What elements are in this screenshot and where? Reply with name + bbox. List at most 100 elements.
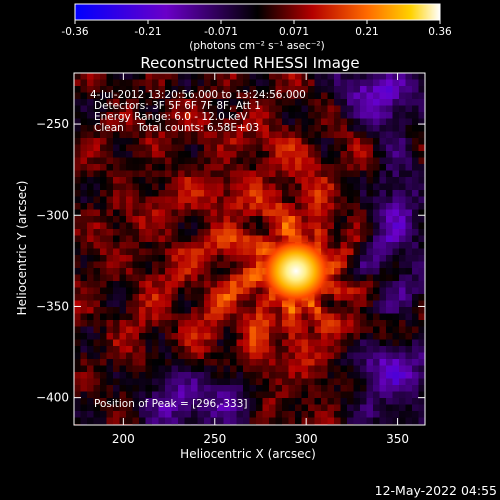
- heatmap-cell: [360, 86, 368, 94]
- heatmap-cell: [366, 365, 374, 373]
- heatmap-cell: [373, 391, 381, 399]
- heatmap-cell: [126, 229, 134, 237]
- heatmap-cell: [152, 73, 160, 81]
- heatmap-cell: [314, 125, 322, 133]
- heatmap-cell: [93, 183, 101, 191]
- heatmap-cell: [379, 300, 387, 308]
- heatmap-cell: [191, 235, 199, 243]
- heatmap-cell: [347, 385, 355, 393]
- heatmap-cell: [139, 242, 147, 250]
- heatmap-cell: [418, 229, 425, 237]
- heatmap-cell: [243, 125, 251, 133]
- heatmap-cell: [334, 365, 342, 373]
- heatmap-cell: [191, 164, 199, 172]
- heatmap-cell: [327, 216, 335, 224]
- heatmap-cell: [119, 313, 127, 321]
- heatmap-cell: [93, 417, 101, 425]
- heatmap-cell: [223, 92, 231, 100]
- heatmap-cell: [178, 398, 186, 406]
- heatmap-cell: [119, 287, 127, 295]
- heatmap-cell: [288, 378, 296, 386]
- heatmap-cell: [340, 235, 348, 243]
- heatmap-cell: [178, 170, 186, 178]
- heatmap-cell: [87, 99, 95, 107]
- heatmap-cell: [197, 86, 205, 94]
- heatmap-cell: [386, 326, 394, 334]
- heatmap-cell: [288, 92, 296, 100]
- heatmap-cell: [353, 112, 361, 120]
- heatmap-cell: [106, 151, 114, 159]
- heatmap-cell: [204, 131, 212, 139]
- heatmap-cell: [217, 92, 225, 100]
- heatmap-cell: [243, 378, 251, 386]
- heatmap-cell: [295, 183, 303, 191]
- heatmap-cell: [275, 307, 283, 315]
- heatmap-cell: [145, 131, 153, 139]
- heatmap-cell: [334, 339, 342, 347]
- heatmap-cell: [119, 151, 127, 159]
- heatmap-cell: [379, 170, 387, 178]
- heatmap-cell: [262, 190, 270, 198]
- heatmap-cell: [87, 216, 95, 224]
- heatmap-cell: [275, 313, 283, 321]
- heatmap-cell: [249, 411, 257, 419]
- heatmap-cell: [334, 222, 342, 230]
- y-tick-label: −250: [36, 117, 69, 131]
- heatmap-cell: [379, 411, 387, 419]
- heatmap-cell: [405, 326, 413, 334]
- heatmap-cell: [295, 365, 303, 373]
- heatmap-cell: [204, 391, 212, 399]
- heatmap-cell: [412, 333, 420, 341]
- heatmap-cell: [262, 346, 270, 354]
- heatmap-cell: [373, 359, 381, 367]
- heatmap-cell: [347, 404, 355, 412]
- heatmap-cell: [236, 183, 244, 191]
- heatmap-cell: [217, 255, 225, 263]
- heatmap-cell: [197, 268, 205, 276]
- heatmap-cell: [379, 209, 387, 217]
- heatmap-cell: [126, 209, 134, 217]
- heatmap-cell: [314, 190, 322, 198]
- heatmap-cell: [106, 313, 114, 321]
- heatmap-cell: [249, 313, 257, 321]
- heatmap-cell: [269, 203, 277, 211]
- heatmap-cell: [412, 365, 420, 373]
- heatmap-cell: [373, 255, 381, 263]
- heatmap-cell: [262, 313, 270, 321]
- heatmap-cell: [243, 151, 251, 159]
- heatmap-cell: [386, 372, 394, 380]
- heatmap-cell: [152, 411, 160, 419]
- heatmap-cell: [126, 398, 134, 406]
- heatmap-cell: [158, 320, 166, 328]
- heatmap-cell: [158, 131, 166, 139]
- heatmap-cell: [158, 216, 166, 224]
- heatmap-cell: [165, 157, 173, 165]
- heatmap-cell: [295, 79, 303, 87]
- heatmap-cell: [119, 333, 127, 341]
- heatmap-cell: [178, 138, 186, 146]
- heatmap-cell: [275, 359, 283, 367]
- heatmap-cell: [80, 170, 88, 178]
- heatmap-cell: [256, 170, 264, 178]
- heatmap-cell: [152, 391, 160, 399]
- heatmap-cell: [392, 365, 400, 373]
- heatmap-cell: [106, 99, 114, 107]
- heatmap-cell: [178, 86, 186, 94]
- heatmap-cell: [217, 352, 225, 360]
- heatmap-cell: [405, 183, 413, 191]
- heatmap-cell: [178, 248, 186, 256]
- heatmap-cell: [314, 411, 322, 419]
- heatmap-cell: [418, 177, 425, 185]
- heatmap-cell: [87, 307, 95, 315]
- heatmap-cell: [171, 372, 179, 380]
- heatmap-cell: [113, 79, 121, 87]
- heatmap-cell: [249, 372, 257, 380]
- heatmap-cell: [282, 144, 290, 152]
- heatmap-cell: [210, 411, 218, 419]
- heatmap-cell: [74, 73, 82, 81]
- heatmap-cell: [347, 157, 355, 165]
- heatmap-cell: [308, 79, 316, 87]
- heatmap-cell: [360, 183, 368, 191]
- heatmap-cell: [366, 92, 374, 100]
- heatmap-cell: [418, 326, 425, 334]
